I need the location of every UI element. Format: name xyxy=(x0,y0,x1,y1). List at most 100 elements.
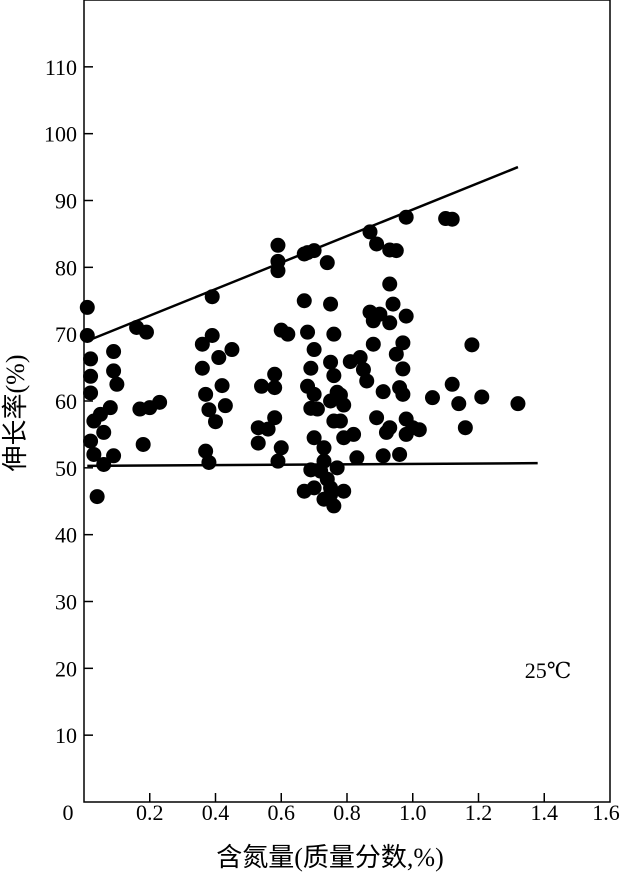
data-point xyxy=(106,448,122,464)
data-point xyxy=(336,397,352,413)
annotation-temperature: 25℃ xyxy=(525,658,572,683)
y-axis-title: 伸长率(%) xyxy=(1,355,30,472)
y-tick-label: 50 xyxy=(55,456,77,481)
y-tick-label: 30 xyxy=(55,590,77,615)
y-tick-label: 70 xyxy=(55,322,77,347)
data-point xyxy=(83,351,99,367)
data-point xyxy=(198,386,214,402)
data-point xyxy=(395,386,411,402)
data-point xyxy=(306,243,322,259)
data-point xyxy=(329,460,345,476)
x-tick-label: 0.8 xyxy=(333,800,361,825)
data-point xyxy=(375,448,391,464)
data-point xyxy=(323,354,339,370)
data-point xyxy=(106,363,122,379)
x-tick-label: 0.6 xyxy=(268,800,296,825)
data-point xyxy=(273,440,289,456)
data-point xyxy=(464,337,480,353)
y-tick-label: 110 xyxy=(45,55,77,80)
data-point xyxy=(254,378,270,394)
data-point xyxy=(260,421,276,437)
x-tick-label: 1.4 xyxy=(531,800,559,825)
data-point xyxy=(86,446,102,462)
data-point xyxy=(382,276,398,292)
data-point xyxy=(250,435,266,451)
data-point xyxy=(309,401,325,417)
data-point xyxy=(388,346,404,362)
data-point xyxy=(382,315,398,331)
data-point xyxy=(96,424,112,440)
data-point xyxy=(359,373,375,389)
data-point xyxy=(510,396,526,412)
data-point xyxy=(267,366,283,382)
data-point xyxy=(270,237,286,253)
x-tick-label: 0.4 xyxy=(202,800,230,825)
data-point xyxy=(135,436,151,452)
data-point xyxy=(326,498,342,514)
y-tick-label: 80 xyxy=(55,255,77,280)
data-point xyxy=(388,243,404,259)
data-point xyxy=(217,398,233,414)
data-point xyxy=(214,378,230,394)
data-point xyxy=(398,209,414,225)
data-point xyxy=(102,400,118,416)
x-axis-title: 含氮量(质量分数,%) xyxy=(216,843,443,872)
data-point xyxy=(79,328,95,344)
data-point xyxy=(208,414,223,430)
data-point xyxy=(323,296,339,312)
data-point xyxy=(323,480,339,496)
y-tick-label: 40 xyxy=(55,523,77,548)
data-point xyxy=(316,453,332,469)
data-point xyxy=(306,342,322,358)
trend-lines-group xyxy=(86,165,538,468)
data-point xyxy=(267,380,283,396)
ticks-group: 10 20 30 40 50 60 70 80 90 100 110 0 0.2 0.4 0.6 0.8 1.0… xyxy=(44,55,620,825)
data-point xyxy=(326,326,342,342)
data-point xyxy=(300,324,316,340)
data-point xyxy=(194,360,210,376)
data-point xyxy=(306,480,322,496)
x-tick-label: 0.2 xyxy=(136,800,164,825)
data-point xyxy=(296,293,312,309)
data-point xyxy=(375,384,391,400)
data-point xyxy=(392,446,408,462)
x-tick-label: 1.6 xyxy=(592,800,620,825)
data-point xyxy=(349,450,365,466)
data-point xyxy=(306,430,322,446)
data-point xyxy=(280,326,296,342)
data-point xyxy=(365,336,381,352)
data-point xyxy=(198,443,214,459)
data-point xyxy=(204,289,220,305)
data-point xyxy=(306,386,322,402)
data-point xyxy=(109,376,125,392)
data-point xyxy=(79,299,95,315)
data-point xyxy=(270,263,286,279)
data-point xyxy=(204,328,220,344)
data-point xyxy=(201,402,217,418)
data-point xyxy=(316,440,332,456)
data-point xyxy=(352,350,368,366)
data-point xyxy=(362,224,378,240)
y-tick-label: 60 xyxy=(55,389,77,414)
data-point xyxy=(194,336,210,352)
data-point xyxy=(332,413,348,429)
data-point xyxy=(411,422,427,438)
data-point xyxy=(303,360,319,376)
y-tick-label: 20 xyxy=(55,656,77,681)
data-point xyxy=(138,324,154,340)
data-point xyxy=(270,453,286,469)
data-point xyxy=(382,420,398,436)
data-point xyxy=(83,433,99,449)
data-point xyxy=(395,335,411,351)
data-point xyxy=(444,376,460,392)
data-points-group xyxy=(79,209,526,514)
x-tick-label: 1.2 xyxy=(465,800,493,825)
x-tick-label: 0 xyxy=(63,800,74,825)
data-point xyxy=(83,385,99,401)
data-point xyxy=(106,344,122,360)
data-point xyxy=(152,394,168,410)
data-point xyxy=(346,426,362,442)
y-tick-label: 100 xyxy=(44,122,77,147)
data-point xyxy=(224,342,240,358)
